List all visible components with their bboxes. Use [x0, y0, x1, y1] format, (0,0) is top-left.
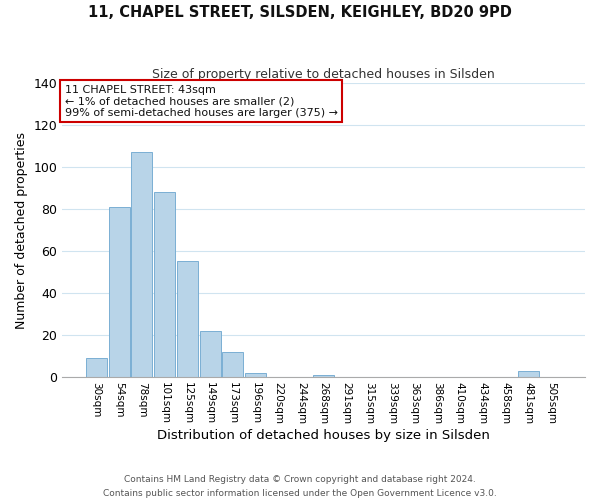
Title: Size of property relative to detached houses in Silsden: Size of property relative to detached ho…	[152, 68, 495, 80]
Bar	[109, 207, 130, 377]
Bar	[177, 262, 198, 377]
X-axis label: Distribution of detached houses by size in Silsden: Distribution of detached houses by size …	[157, 430, 490, 442]
Bar	[154, 192, 175, 377]
Bar	[200, 331, 221, 377]
Text: Contains HM Land Registry data © Crown copyright and database right 2024.
Contai: Contains HM Land Registry data © Crown c…	[103, 476, 497, 498]
Bar	[223, 352, 243, 377]
Bar	[245, 373, 266, 377]
Bar	[313, 375, 334, 377]
Bar	[86, 358, 107, 377]
Text: 11, CHAPEL STREET, SILSDEN, KEIGHLEY, BD20 9PD: 11, CHAPEL STREET, SILSDEN, KEIGHLEY, BD…	[88, 5, 512, 20]
Bar	[518, 370, 539, 377]
Bar	[131, 152, 152, 377]
Y-axis label: Number of detached properties: Number of detached properties	[15, 132, 28, 328]
Text: 11 CHAPEL STREET: 43sqm
← 1% of detached houses are smaller (2)
99% of semi-deta: 11 CHAPEL STREET: 43sqm ← 1% of detached…	[65, 84, 338, 117]
